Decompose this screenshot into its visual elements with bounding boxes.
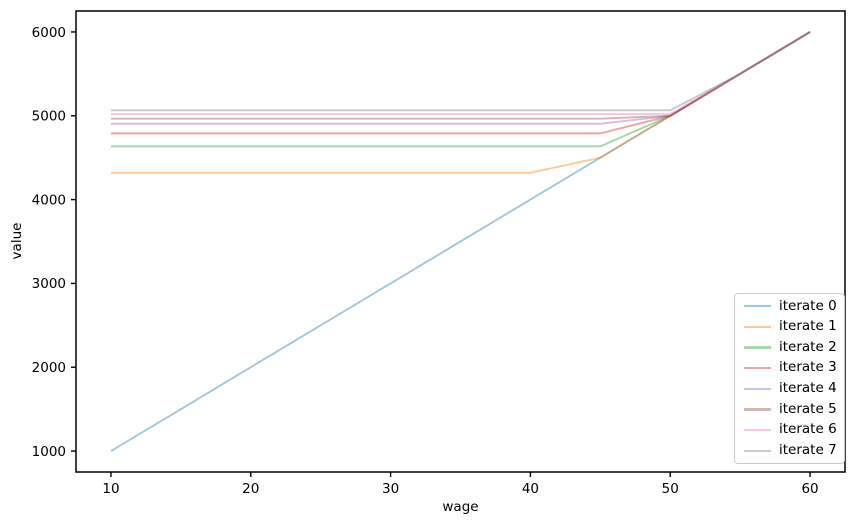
legend-entry: iterate 0 bbox=[735, 296, 844, 317]
y-axis-label: value bbox=[9, 222, 25, 260]
legend-label: iterate 7 bbox=[779, 441, 837, 458]
legend-entry: iterate 5 bbox=[735, 399, 844, 420]
y-tick-label: 3000 bbox=[32, 276, 66, 292]
x-tick-label: 50 bbox=[662, 481, 679, 497]
legend-label: iterate 2 bbox=[779, 338, 837, 355]
series-line-iterate-6 bbox=[110, 31, 811, 116]
x-tick-label: 10 bbox=[102, 481, 119, 497]
legend-label: iterate 5 bbox=[779, 400, 837, 417]
legend: iterate 0 iterate 1 iterate 2 iterate 3 iter… bbox=[734, 293, 845, 464]
legend-label: iterate 3 bbox=[779, 359, 837, 376]
legend-entry: iterate 6 bbox=[735, 420, 844, 441]
series-line-iterate-2 bbox=[110, 31, 811, 148]
legend-line-swatch bbox=[744, 305, 771, 308]
legend-line-swatch bbox=[744, 428, 771, 432]
legend-entry: iterate 3 bbox=[735, 358, 844, 379]
series-line-iterate-0 bbox=[110, 31, 811, 452]
series-line-iterate-1 bbox=[110, 31, 811, 174]
legend-line-swatch bbox=[744, 367, 771, 370]
series-line-iterate-4 bbox=[110, 31, 811, 125]
legend-entry: iterate 1 bbox=[735, 317, 844, 338]
legend-line-swatch bbox=[744, 387, 771, 390]
x-axis-label: wage bbox=[442, 499, 479, 515]
legend-entry: iterate 2 bbox=[735, 337, 844, 358]
x-tick-label: 60 bbox=[801, 481, 818, 497]
axes-spines bbox=[75, 10, 846, 473]
x-tick-label: 30 bbox=[382, 481, 399, 497]
legend-label: iterate 1 bbox=[779, 318, 837, 335]
y-tick-label: 5000 bbox=[32, 109, 66, 125]
legend-label: iterate 6 bbox=[779, 421, 837, 438]
x-tick-label: 20 bbox=[242, 481, 259, 497]
legend-line-swatch bbox=[744, 408, 771, 411]
series-line-iterate-3 bbox=[110, 31, 811, 135]
legend-line-swatch bbox=[744, 346, 771, 349]
series-line-iterate-7 bbox=[110, 31, 811, 112]
y-tick-label: 2000 bbox=[32, 360, 66, 376]
x-tick-label: 40 bbox=[522, 481, 539, 497]
legend-line-swatch bbox=[744, 325, 771, 329]
series-line-iterate-5 bbox=[110, 31, 811, 120]
legend-entry: iterate 7 bbox=[735, 440, 844, 461]
legend-label: iterate 4 bbox=[779, 380, 837, 397]
legend-line-swatch bbox=[744, 449, 771, 452]
y-tick-label: 1000 bbox=[32, 444, 66, 460]
y-tick-label: 6000 bbox=[32, 25, 66, 41]
legend-entry: iterate 4 bbox=[735, 379, 844, 400]
legend-label: iterate 0 bbox=[779, 297, 837, 314]
y-tick-label: 4000 bbox=[32, 192, 66, 208]
